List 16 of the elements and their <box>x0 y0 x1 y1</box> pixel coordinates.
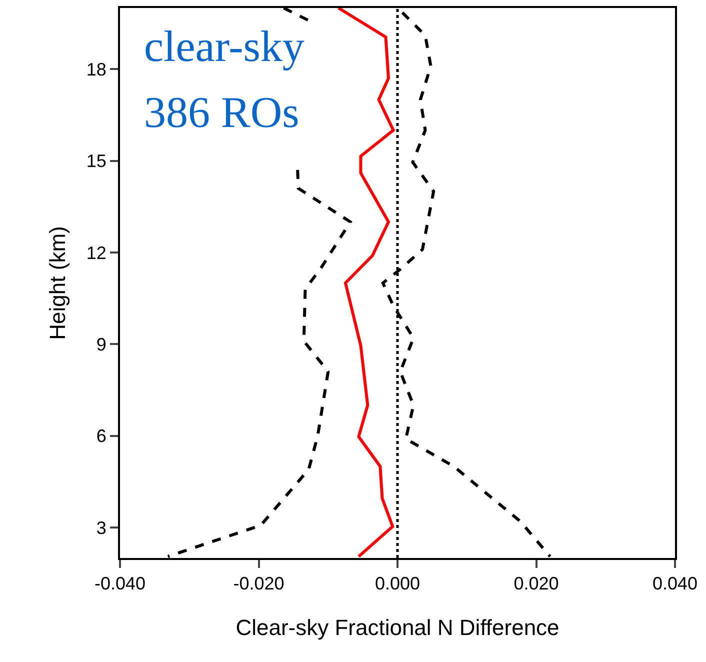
x-axis-title: Clear-sky Fractional N Difference <box>236 615 560 640</box>
y-tick-label: 12 <box>86 242 106 263</box>
y-tick-label: 9 <box>96 334 106 354</box>
y-tick-label: 3 <box>96 518 106 538</box>
x-tick-label: -0.040 <box>94 574 146 594</box>
annotation: 386 ROs <box>144 88 300 137</box>
x-tick-label: 0.020 <box>514 574 559 594</box>
y-axis-title: Height (km) <box>45 226 70 340</box>
x-tick-label: -0.020 <box>233 574 284 594</box>
y-tick-label: 6 <box>96 426 106 446</box>
annotation: clear-sky <box>144 22 304 71</box>
x-tick-label: 0.000 <box>374 574 420 594</box>
y-tick-label: 15 <box>86 151 106 172</box>
line-series <box>337 8 395 558</box>
y-tick-label: 18 <box>86 59 106 80</box>
x-tick-label: 0.040 <box>652 574 698 594</box>
